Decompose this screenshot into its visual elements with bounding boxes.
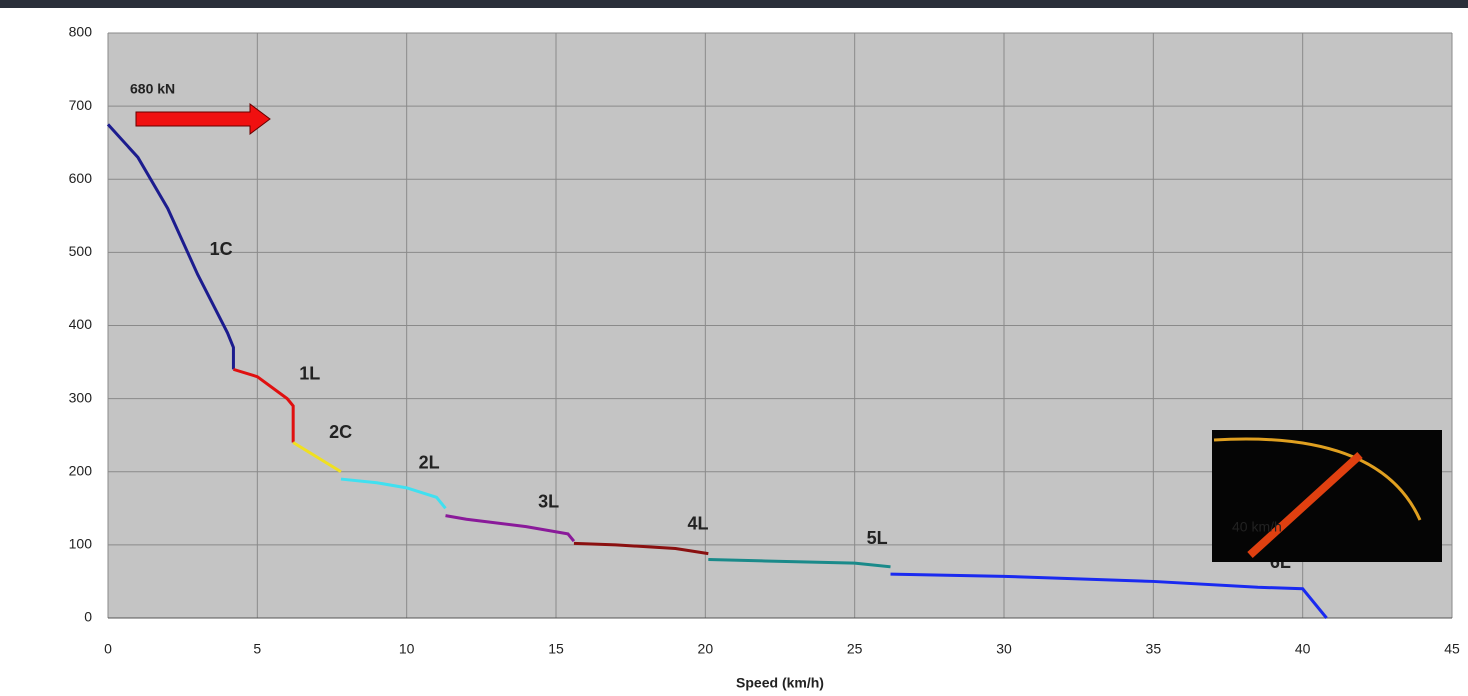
y-tick-label: 700 — [69, 97, 93, 113]
x-tick-label: 5 — [253, 641, 261, 657]
annotation: 680 kN — [130, 81, 175, 97]
x-tick-label: 30 — [996, 641, 1012, 657]
segment-label: 5L — [867, 528, 888, 548]
y-tick-label: 800 — [69, 24, 93, 40]
x-tick-label: 0 — [104, 641, 112, 657]
y-tick-label: 300 — [69, 389, 93, 405]
x-tick-label: 15 — [548, 641, 564, 657]
y-tick-label: 400 — [69, 316, 93, 332]
segment-label: 4L — [687, 513, 708, 533]
x-tick-label: 45 — [1444, 641, 1460, 657]
y-tick-label: 600 — [69, 170, 93, 186]
y-tick-label: 200 — [69, 462, 93, 478]
segment-label: 1C — [210, 239, 233, 259]
x-tick-label: 20 — [698, 641, 714, 657]
x-tick-label: 40 — [1295, 641, 1311, 657]
annotation: 40 km/h — [1232, 519, 1282, 535]
segment-label: 3L — [538, 491, 559, 511]
chart: Speed (km/h) 0 100 200 300 400 500 600 700 800 0 5… — [0, 0, 1468, 696]
y-tick-label: 100 — [69, 536, 93, 552]
segment-label: 2C — [329, 422, 352, 442]
x-tick-label: 10 — [399, 641, 415, 657]
y-tick-label: 0 — [84, 609, 92, 625]
top-bar — [0, 0, 1468, 8]
page: Speed (km/h) 0 100 200 300 400 500 600 700 800 0 5… — [0, 0, 1468, 696]
segment-label: 1L — [299, 363, 320, 383]
segment-label: 2L — [419, 453, 440, 473]
x-tick-label: 35 — [1146, 641, 1162, 657]
x-axis-title: Speed (km/h) — [736, 675, 824, 691]
y-tick-label: 500 — [69, 243, 93, 259]
x-tick-label: 25 — [847, 641, 863, 657]
